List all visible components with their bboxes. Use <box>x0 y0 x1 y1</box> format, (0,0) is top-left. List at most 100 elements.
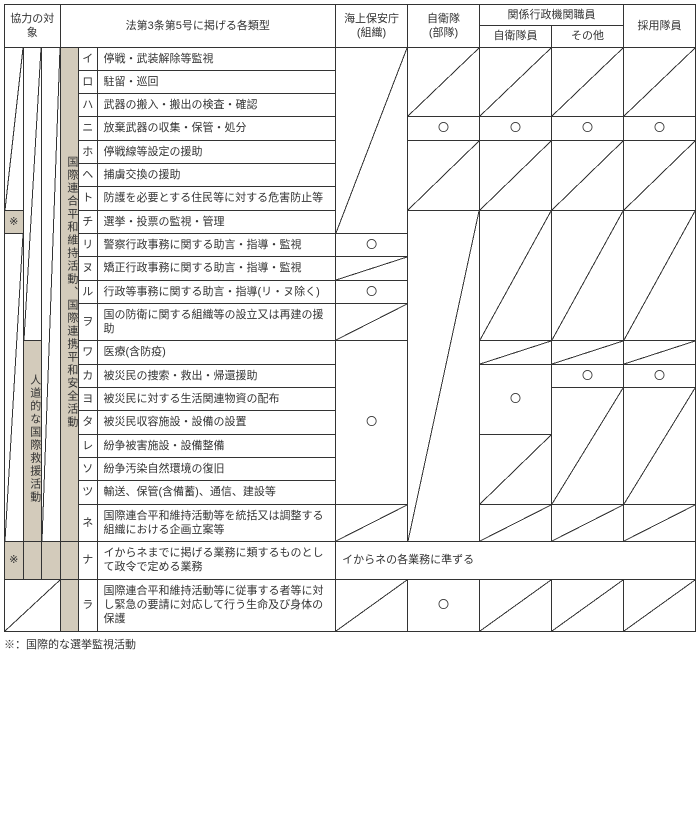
row-desc: 停戦線等設定の援助 <box>97 140 336 163</box>
cell-diag <box>551 140 623 210</box>
cell-diag <box>336 257 408 280</box>
cell-diag <box>551 504 623 542</box>
row-desc: イからネまでに掲げる業務に類するものとして政令で定める業務 <box>97 542 336 580</box>
row-katakana: チ <box>79 210 98 233</box>
cell-circle: 〇 <box>623 117 695 140</box>
row-desc: 停戦・武装解除等監視 <box>97 47 336 70</box>
cell-circle: 〇 <box>551 364 623 387</box>
cell-circle: 〇 <box>408 579 480 631</box>
side-humanitarian: 人道的な国際救援活動 <box>23 341 42 542</box>
cell-diag <box>480 140 552 210</box>
row-katakana: ヘ <box>79 164 98 187</box>
row-katakana: リ <box>79 233 98 256</box>
row-katakana: ヌ <box>79 257 98 280</box>
header-coast-guard: 海上保安庁(組織) <box>336 5 408 48</box>
row-katakana: タ <box>79 411 98 434</box>
row-desc: 被災民に対する生活関連物資の配布 <box>97 388 336 411</box>
cell-diag <box>480 504 552 542</box>
cell-diag <box>623 504 695 542</box>
row-desc: 警察行政事務に関する助言・指導・監視 <box>97 233 336 256</box>
row-desc: 紛争汚染自然環境の復旧 <box>97 457 336 480</box>
note-mark: ※ <box>5 210 24 233</box>
cell-diag <box>551 341 623 364</box>
side-slot-1b <box>23 47 42 341</box>
side-slot-1c <box>42 47 61 542</box>
row-desc: 被災民収容施設・設備の設置 <box>97 411 336 434</box>
cell-diag <box>480 210 552 341</box>
row-desc: 放棄武器の収集・保管・処分 <box>97 117 336 140</box>
cell-diag <box>336 579 408 631</box>
row-desc: 行政等事務に関する助言・指導(リ・ヌ除く) <box>97 280 336 303</box>
activities-table: 協力の対象 法第3条第5号に掲げる各類型 海上保安庁(組織) 自衛隊(部隊) 関… <box>4 4 696 632</box>
row-katakana: イ <box>79 47 98 70</box>
row-desc: 被災民の捜索・救出・帰還援助 <box>97 364 336 387</box>
row-desc: 捕虜交換の援助 <box>97 164 336 187</box>
row-desc: 国際連合平和維持活動等に従事する者等に対し緊急の要請に対応して行う生命及び身体の… <box>97 579 336 631</box>
header-sdf-member: 自衛隊員 <box>480 26 552 47</box>
row-katakana: ヨ <box>79 388 98 411</box>
cell-diag <box>480 434 552 504</box>
row-katakana: ツ <box>79 481 98 504</box>
row-desc: 武器の搬入・搬出の検査・確認 <box>97 94 336 117</box>
row-katakana: ラ <box>79 579 98 631</box>
cell-diag <box>336 47 408 233</box>
cell-diag <box>480 47 552 117</box>
row-katakana: ロ <box>79 70 98 93</box>
row-desc: 国際連合平和維持活動等を統括又は調整する組織における企画立案等 <box>97 504 336 542</box>
row-desc: 駐留・巡回 <box>97 70 336 93</box>
row-katakana: ワ <box>79 341 98 364</box>
side-shade <box>23 542 42 580</box>
cell-diag <box>408 210 480 541</box>
row-katakana: ハ <box>79 94 98 117</box>
cell-circle: 〇 <box>551 117 623 140</box>
side-shade <box>42 542 61 580</box>
row-desc: 医療(含防疫) <box>97 341 336 364</box>
row-desc: 紛争被害施設・設備整備 <box>97 434 336 457</box>
na-note: イからネの各業務に準ずる <box>336 542 696 580</box>
footnote: ※：国際的な選挙監視活動 <box>4 636 696 652</box>
cell-diag <box>336 303 408 341</box>
row-katakana: ホ <box>79 140 98 163</box>
row-katakana: ネ <box>79 504 98 542</box>
cell-circle: 〇 <box>480 117 552 140</box>
row-katakana: ト <box>79 187 98 210</box>
side-slot-bottom <box>5 579 61 631</box>
cell-diag <box>408 47 480 117</box>
cell-diag <box>551 388 623 504</box>
cell-diag <box>623 210 695 341</box>
cell-diag <box>623 140 695 210</box>
cell-diag <box>408 140 480 210</box>
side-slot-1a <box>5 47 24 210</box>
row-desc: 選挙・投票の監視・管理 <box>97 210 336 233</box>
header-types: 法第3条第5号に掲げる各類型 <box>60 5 336 48</box>
cell-diag <box>623 47 695 117</box>
cell-diag <box>480 579 552 631</box>
cell-circle: 〇 <box>480 364 552 434</box>
row-katakana: ヲ <box>79 303 98 341</box>
row-katakana: ル <box>79 280 98 303</box>
row-desc: 矯正行政事務に関する助言・指導・監視 <box>97 257 336 280</box>
row-katakana: ニ <box>79 117 98 140</box>
side-peacekeeping: 国際連合平和維持活動、国際連携平和安全活動 <box>60 47 79 542</box>
header-other: その他 <box>551 26 623 47</box>
row-desc: 国の防衛に関する組織等の設立又は再建の援助 <box>97 303 336 341</box>
cell-diag <box>336 504 408 542</box>
cell-diag <box>623 341 695 364</box>
cell-circle: 〇 <box>623 364 695 387</box>
cell-diag <box>551 210 623 341</box>
note-mark: ※ <box>5 542 24 580</box>
row-desc: 防護を必要とする住民等に対する危害防止等 <box>97 187 336 210</box>
side-slot-2a <box>5 233 24 541</box>
header-officials: 関係行政機関職員 <box>480 5 624 26</box>
cell-circle: 〇 <box>336 341 408 504</box>
row-katakana: カ <box>79 364 98 387</box>
header-sdf: 自衛隊(部隊) <box>408 5 480 48</box>
cell-diag <box>623 388 695 504</box>
row-katakana: ナ <box>79 542 98 580</box>
cell-diag <box>551 47 623 117</box>
cell-circle: 〇 <box>336 233 408 256</box>
side-shade <box>60 542 79 580</box>
cell-diag <box>623 579 695 631</box>
cell-diag <box>551 579 623 631</box>
row-desc: 輸送、保管(含備蓄)、通信、建設等 <box>97 481 336 504</box>
